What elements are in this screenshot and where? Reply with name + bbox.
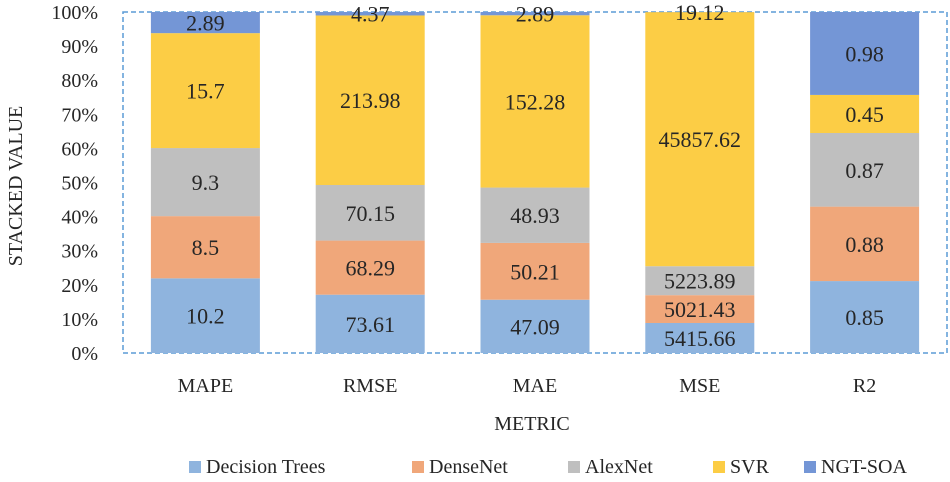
- y-tick-label: 50%: [61, 173, 98, 195]
- data-label: 48.93: [510, 203, 560, 228]
- bar-segment-ngt-soa: [810, 12, 920, 95]
- bar-segment-decision-trees: [645, 322, 755, 353]
- y-tick-label: 20%: [61, 275, 98, 297]
- y-tick-label: 70%: [61, 104, 98, 126]
- bar-segment-densenet: [810, 206, 920, 282]
- data-label: 0.88: [845, 232, 884, 257]
- data-label: 213.98: [340, 88, 401, 113]
- bar-segment-alexnet: [810, 133, 920, 207]
- bar-segment-alexnet: [480, 187, 590, 243]
- x-tick-label: MAE: [513, 375, 557, 397]
- x-tick-label: MSE: [679, 375, 720, 397]
- bar-segment-densenet: [480, 242, 590, 300]
- data-label: 70.15: [345, 201, 395, 226]
- y-tick-label: 80%: [61, 70, 98, 92]
- legend: Decision Trees DenseNet AlexNet SVR NGT-SOA: [189, 456, 907, 478]
- bar-segment-alexnet: [315, 184, 425, 241]
- y-tick-label: 10%: [61, 309, 98, 331]
- bar-segment-svr: [315, 15, 425, 185]
- data-label: 19.12: [675, 0, 725, 25]
- legend-label: DenseNet: [429, 456, 508, 478]
- data-label: 10.2: [186, 304, 225, 329]
- bar-segment-alexnet: [645, 266, 755, 296]
- legend-label: SVR: [730, 456, 770, 478]
- bar-segment-svr: [480, 15, 590, 188]
- data-label: 73.61: [345, 312, 395, 337]
- x-tick-label: MAPE: [178, 375, 234, 397]
- bar-segment-alexnet: [150, 148, 260, 217]
- data-label: 47.09: [510, 314, 560, 339]
- y-axis-title: STACKED VALUE: [5, 106, 27, 266]
- legend-label: Decision Trees: [206, 456, 326, 478]
- bar-segment-decision-trees: [480, 299, 590, 353]
- bar-segment-densenet: [150, 216, 260, 279]
- bar-segment-decision-trees: [150, 278, 260, 353]
- legend-label: NGT-SOA: [821, 456, 907, 478]
- data-label: 2.89: [516, 2, 555, 27]
- data-label: 45857.62: [659, 127, 742, 152]
- bar-segment-decision-trees: [810, 281, 920, 353]
- legend-swatch: [713, 461, 725, 473]
- legend-label: AlexNet: [585, 456, 653, 478]
- y-tick-label: 30%: [61, 241, 98, 263]
- bar-segment-ngt-soa: [315, 12, 425, 16]
- data-label: 4.37: [351, 2, 390, 27]
- bar-segment-densenet: [645, 295, 755, 323]
- bar-segment-ngt-soa: [480, 12, 590, 16]
- data-label: 8.5: [192, 235, 220, 260]
- bar-segment-svr: [810, 94, 920, 133]
- data-labels: 10.2 8.5 9.3 15.7 2.89 73.61 68.29 70.15 213.98 4…: [186, 0, 884, 351]
- x-tick-label: R2: [853, 375, 876, 397]
- data-label: 68.29: [345, 256, 395, 281]
- data-label: 0.98: [845, 41, 884, 66]
- data-label: 0.85: [845, 305, 884, 330]
- data-label: 5021.43: [664, 297, 736, 322]
- y-tick-label: 40%: [61, 207, 98, 229]
- x-tick-label: RMSE: [343, 375, 397, 397]
- x-axis-title: METRIC: [494, 413, 570, 435]
- data-label: 15.7: [186, 79, 225, 104]
- bar-segments: [150, 12, 920, 353]
- data-label: 5223.89: [664, 269, 736, 294]
- data-label: 152.28: [505, 89, 566, 114]
- data-label: 2.89: [186, 11, 225, 36]
- legend-swatch: [804, 461, 816, 473]
- x-axis-ticks: MAPE RMSE MAE MSE R2: [178, 375, 877, 397]
- bar-segment-decision-trees: [315, 294, 425, 353]
- data-label: 50.21: [510, 259, 560, 284]
- y-tick-label: 100%: [51, 2, 98, 24]
- bar-segment-svr: [150, 33, 260, 149]
- y-tick-label: 90%: [61, 36, 98, 58]
- y-tick-label: 60%: [61, 138, 98, 160]
- y-tick-label: 0%: [71, 343, 98, 365]
- data-label: 0.87: [845, 158, 884, 183]
- legend-swatch: [568, 461, 580, 473]
- legend-swatch: [189, 461, 201, 473]
- y-axis-ticks: 0% 10% 20% 30% 40% 50% 60% 70% 80% 90% 100%: [51, 2, 98, 365]
- bar-segment-densenet: [315, 240, 425, 295]
- legend-swatch: [412, 461, 424, 473]
- data-label: 9.3: [192, 170, 220, 195]
- data-label: 5415.66: [664, 326, 736, 351]
- bar-segment-svr: [645, 12, 755, 267]
- bar-segment-ngt-soa: [150, 12, 260, 34]
- data-label: 0.45: [845, 102, 884, 127]
